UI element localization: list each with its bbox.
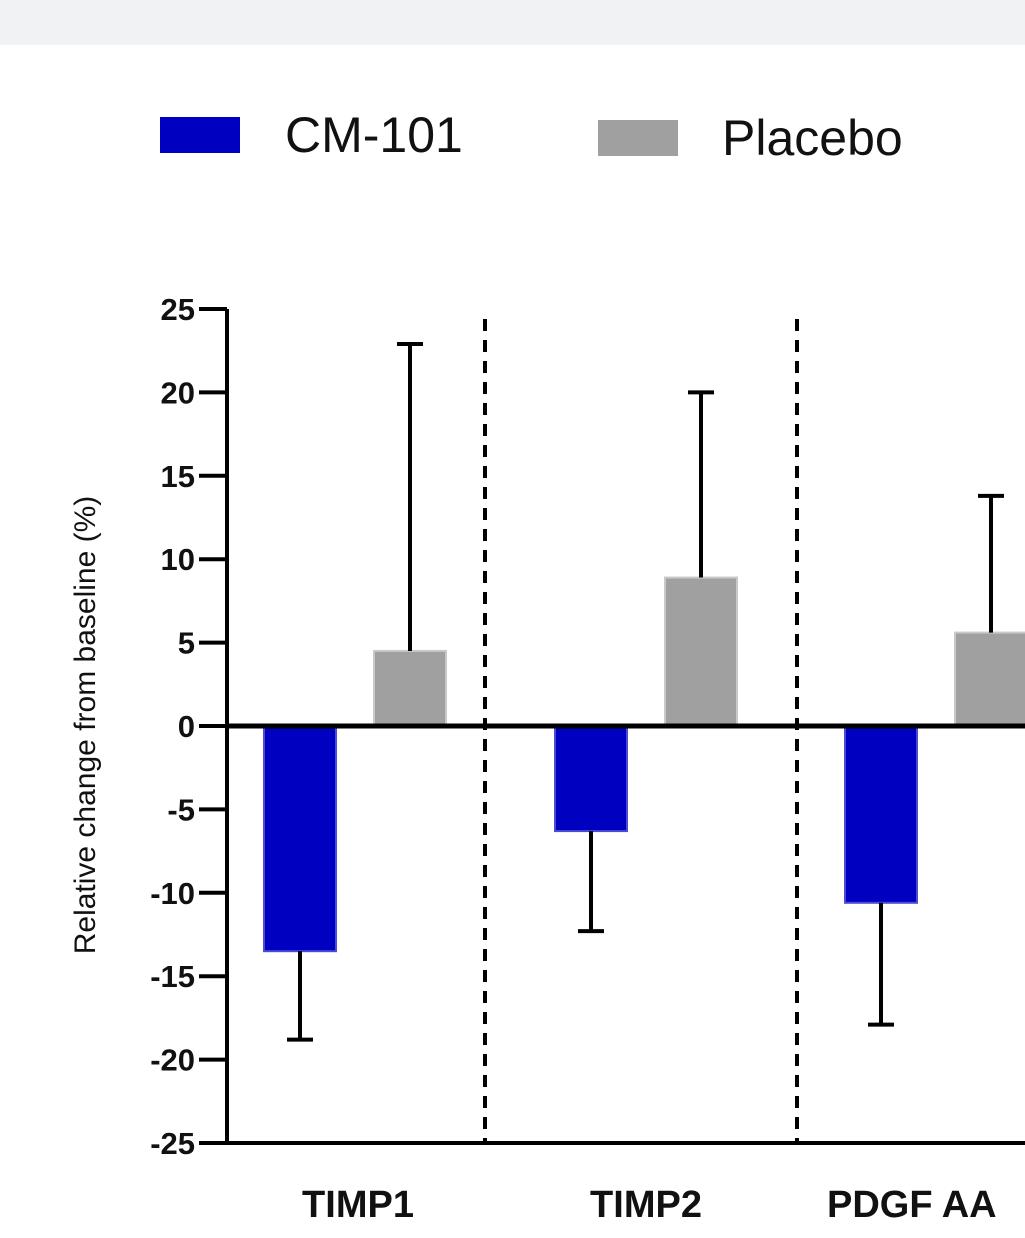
legend-label-placebo: Placebo [722, 110, 903, 166]
y-ticks: 25 20 15 10 5 0 -5 -10 -15 -20 -25 [150, 292, 227, 1161]
y-tick-label: 5 [178, 626, 195, 661]
category-label-pdgf-aa: PDGF AA [827, 1184, 997, 1226]
bar-cm-101-timp1 [263, 725, 337, 953]
bar-placebo-timp2 [664, 576, 738, 727]
y-axis-title: Relative change from baseline (%) [69, 496, 102, 955]
bar-placebo-timp1 [373, 649, 447, 727]
bars [263, 576, 1025, 953]
y-tick-label: -5 [167, 792, 195, 827]
category-label-timp2: TIMP2 [590, 1184, 702, 1226]
legend-swatch-placebo [598, 120, 678, 156]
y-tick-label: 25 [161, 292, 195, 327]
y-tick-label: -10 [150, 876, 195, 911]
y-tick-label: -15 [150, 959, 195, 994]
y-tick-label: 20 [161, 375, 195, 410]
y-tick-label: 0 [178, 709, 195, 744]
bar-cm-101-timp2 [554, 725, 628, 833]
y-tick-label: 10 [161, 542, 195, 577]
legend-label-cm-101: CM-101 [285, 107, 463, 163]
category-labels: TIMP1 TIMP2 PDGF AA [302, 1184, 997, 1226]
legend: CM-101 Placebo [160, 107, 903, 166]
bar-cm-101-pdgf-aa [844, 725, 918, 904]
category-separators [483, 319, 799, 1143]
y-tick-label: 15 [161, 459, 195, 494]
legend-swatch-cm-101 [160, 117, 240, 153]
browser-top-bar [0, 0, 1025, 45]
bar-placebo-pdgf-aa [954, 631, 1025, 727]
y-tick-label: -25 [150, 1126, 195, 1161]
category-label-timp1: TIMP1 [302, 1184, 414, 1226]
error-bars [287, 342, 1004, 1042]
y-tick-label: -20 [150, 1043, 195, 1078]
